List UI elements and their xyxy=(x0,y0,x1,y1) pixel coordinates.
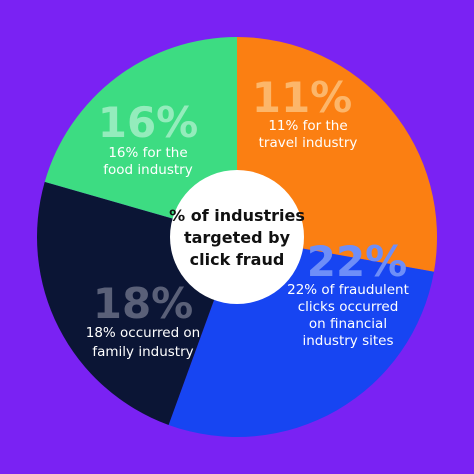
pie-slices xyxy=(37,36,437,438)
slice-big-percent-label: 22% xyxy=(307,237,408,286)
center-title-line-2: targeted by xyxy=(184,228,291,247)
slice-big-percent-label: 16% xyxy=(98,98,199,147)
slice-caption-line: family industry xyxy=(92,344,193,360)
slice-caption-line: 16% for the xyxy=(108,145,187,161)
slice-caption-line: 18% occurred on xyxy=(86,325,201,341)
pie-slice-16-pct xyxy=(44,36,237,238)
slice-caption-line: on financial xyxy=(309,316,387,332)
slice-big-percent-label: 11% xyxy=(252,73,353,122)
slice-caption-line: 11% for the xyxy=(268,118,347,134)
center-title-line-3: click fraud xyxy=(190,250,285,269)
slice-caption-line: food industry xyxy=(103,162,192,178)
center-title-line-1: % of industries xyxy=(169,206,305,225)
slice-caption-line: industry sites xyxy=(302,333,393,349)
slice-caption-line: travel industry xyxy=(259,135,358,151)
slice-caption-line: 22% of fraudulent xyxy=(287,282,409,298)
slice-caption-line: clicks occurred xyxy=(298,299,399,315)
slice-big-percent-label: 18% xyxy=(93,279,194,328)
center-circle xyxy=(170,170,304,304)
